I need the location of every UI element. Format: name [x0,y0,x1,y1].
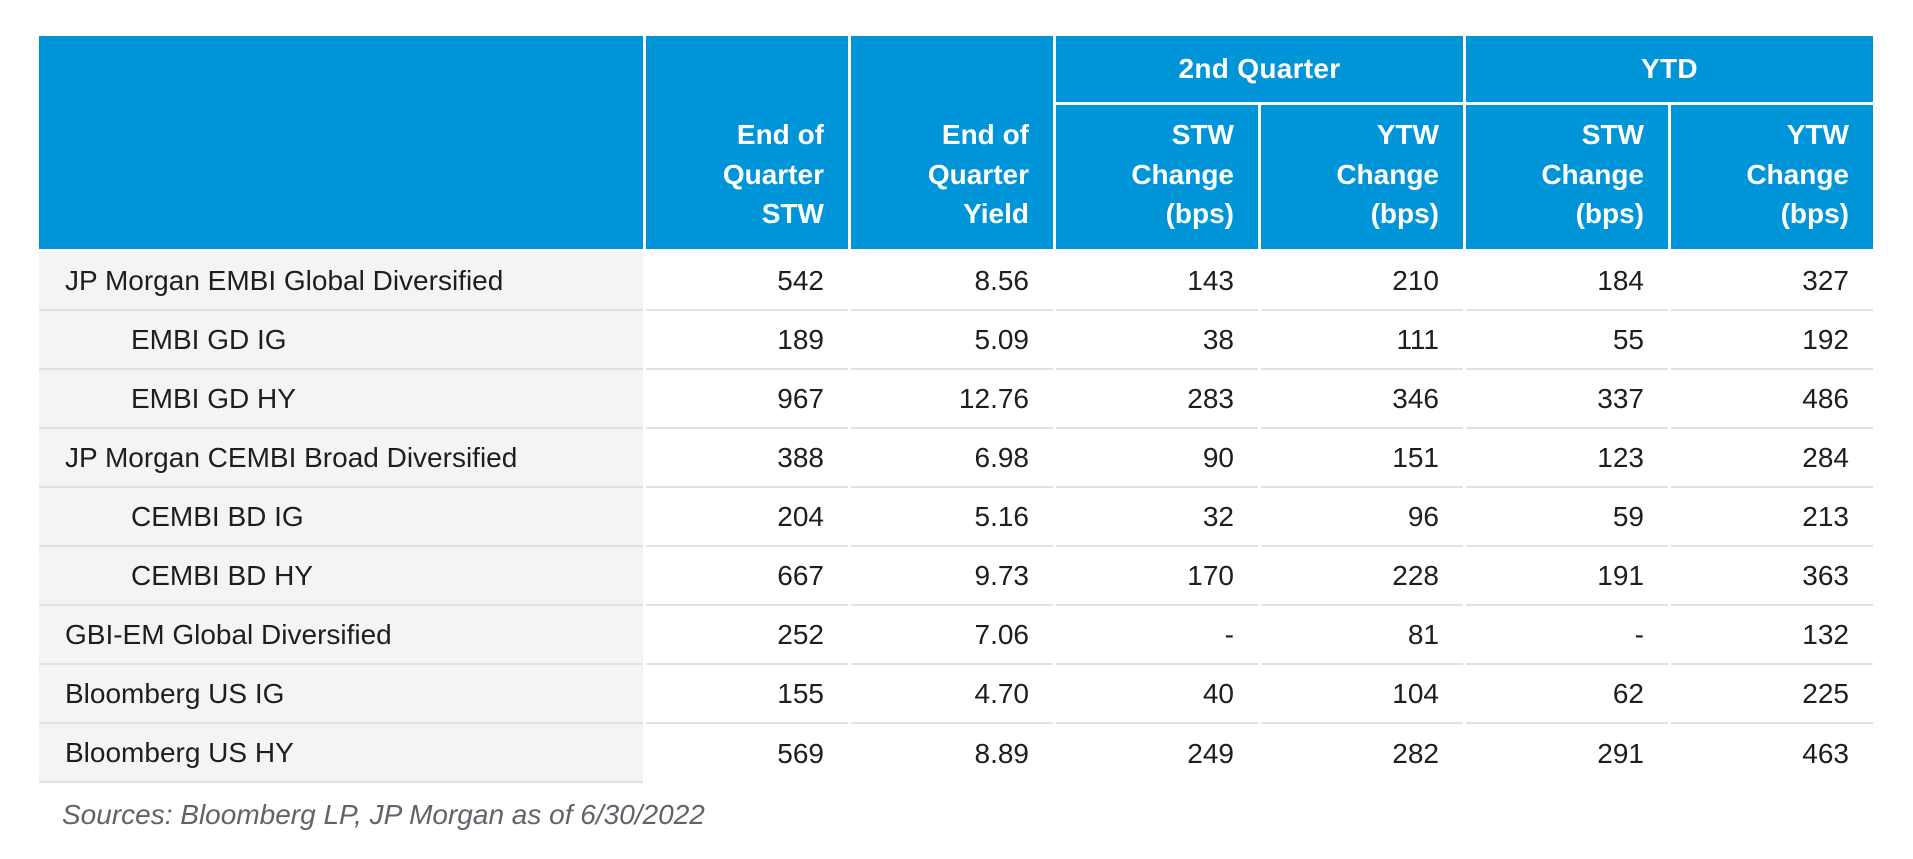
table-row: GBI-EM Global Diversified 252 7.06 - 81 … [39,606,1873,665]
cell-value: 542 [646,252,848,311]
cell-value: 213 [1671,488,1873,547]
cell-value: 363 [1671,547,1873,606]
column-header-end-of-quarter-yield: End of Quarter Yield [851,36,1053,252]
table-body: JP Morgan EMBI Global Diversified 542 8.… [39,252,1873,783]
cell-value: 143 [1056,252,1258,311]
corner-header-cell [39,36,643,252]
row-label: CEMBI BD IG [39,488,643,547]
cell-value: 388 [646,429,848,488]
cell-value: 228 [1261,547,1463,606]
cell-value: 62 [1466,665,1668,724]
sources-note: Sources: Bloomberg LP, JP Morgan as of 6… [62,799,705,830]
cell-value: 155 [646,665,848,724]
cell-value: 284 [1671,429,1873,488]
cell-value: 132 [1671,606,1873,665]
row-label: JP Morgan CEMBI Broad Diversified [39,429,643,488]
cell-value: 59 [1466,488,1668,547]
table-row: Bloomberg US IG 155 4.70 40 104 62 225 [39,665,1873,724]
row-label: GBI-EM Global Diversified [39,606,643,665]
cell-value: 327 [1671,252,1873,311]
cell-value: 81 [1261,606,1463,665]
column-header-ytd-stw-change: STW Change (bps) [1466,105,1668,252]
row-label: EMBI GD IG [39,311,643,370]
cell-value: 38 [1056,311,1258,370]
cell-value: 151 [1261,429,1463,488]
cell-value: 249 [1056,724,1258,783]
table-header: End of Quarter STW End of Quarter Yield … [39,36,1873,252]
cell-value: 252 [646,606,848,665]
cell-value: 189 [646,311,848,370]
table-row: Bloomberg US HY 569 8.89 249 282 291 463 [39,724,1873,783]
cell-value: 170 [1056,547,1258,606]
cell-value: 55 [1466,311,1668,370]
cell-value: 667 [646,547,848,606]
cell-value: 96 [1261,488,1463,547]
table-row: CEMBI BD HY 667 9.73 170 228 191 363 [39,547,1873,606]
cell-value: 184 [1466,252,1668,311]
cell-value: 191 [1466,547,1668,606]
cell-value: 282 [1261,724,1463,783]
cell-value: 463 [1671,724,1873,783]
cell-value: - [1466,606,1668,665]
cell-value: 5.16 [851,488,1053,547]
cell-value: 5.09 [851,311,1053,370]
cell-value: 346 [1261,370,1463,429]
cell-value: 40 [1056,665,1258,724]
em-bond-index-table: End of Quarter STW End of Quarter Yield … [36,36,1876,783]
cell-value: 225 [1671,665,1873,724]
row-label: EMBI GD HY [39,370,643,429]
cell-value: 210 [1261,252,1463,311]
group-header-2nd-quarter: 2nd Quarter [1056,36,1463,105]
row-label: CEMBI BD HY [39,547,643,606]
cell-value: 8.56 [851,252,1053,311]
cell-value: 7.06 [851,606,1053,665]
table-row: EMBI GD HY 967 12.76 283 346 337 486 [39,370,1873,429]
cell-value: 569 [646,724,848,783]
table-row: JP Morgan CEMBI Broad Diversified 388 6.… [39,429,1873,488]
table-row: JP Morgan EMBI Global Diversified 542 8.… [39,252,1873,311]
cell-value: 6.98 [851,429,1053,488]
cell-value: - [1056,606,1258,665]
cell-value: 192 [1671,311,1873,370]
column-header-q2-ytw-change: YTW Change (bps) [1261,105,1463,252]
cell-value: 337 [1466,370,1668,429]
row-label: Bloomberg US IG [39,665,643,724]
cell-value: 204 [646,488,848,547]
cell-value: 8.89 [851,724,1053,783]
cell-value: 967 [646,370,848,429]
cell-value: 12.76 [851,370,1053,429]
column-header-ytd-ytw-change: YTW Change (bps) [1671,105,1873,252]
cell-value: 283 [1056,370,1258,429]
cell-value: 104 [1261,665,1463,724]
row-label: JP Morgan EMBI Global Diversified [39,252,643,311]
cell-value: 32 [1056,488,1258,547]
cell-value: 4.70 [851,665,1053,724]
table-row: CEMBI BD IG 204 5.16 32 96 59 213 [39,488,1873,547]
column-header-q2-stw-change: STW Change (bps) [1056,105,1258,252]
cell-value: 123 [1466,429,1668,488]
cell-value: 486 [1671,370,1873,429]
table-container: End of Quarter STW End of Quarter Yield … [36,36,1876,830]
group-header-ytd: YTD [1466,36,1873,105]
table-row: EMBI GD IG 189 5.09 38 111 55 192 [39,311,1873,370]
cell-value: 111 [1261,311,1463,370]
cell-value: 9.73 [851,547,1053,606]
cell-value: 90 [1056,429,1258,488]
row-label: Bloomberg US HY [39,724,643,783]
cell-value: 291 [1466,724,1668,783]
column-header-end-of-quarter-stw: End of Quarter STW [646,36,848,252]
